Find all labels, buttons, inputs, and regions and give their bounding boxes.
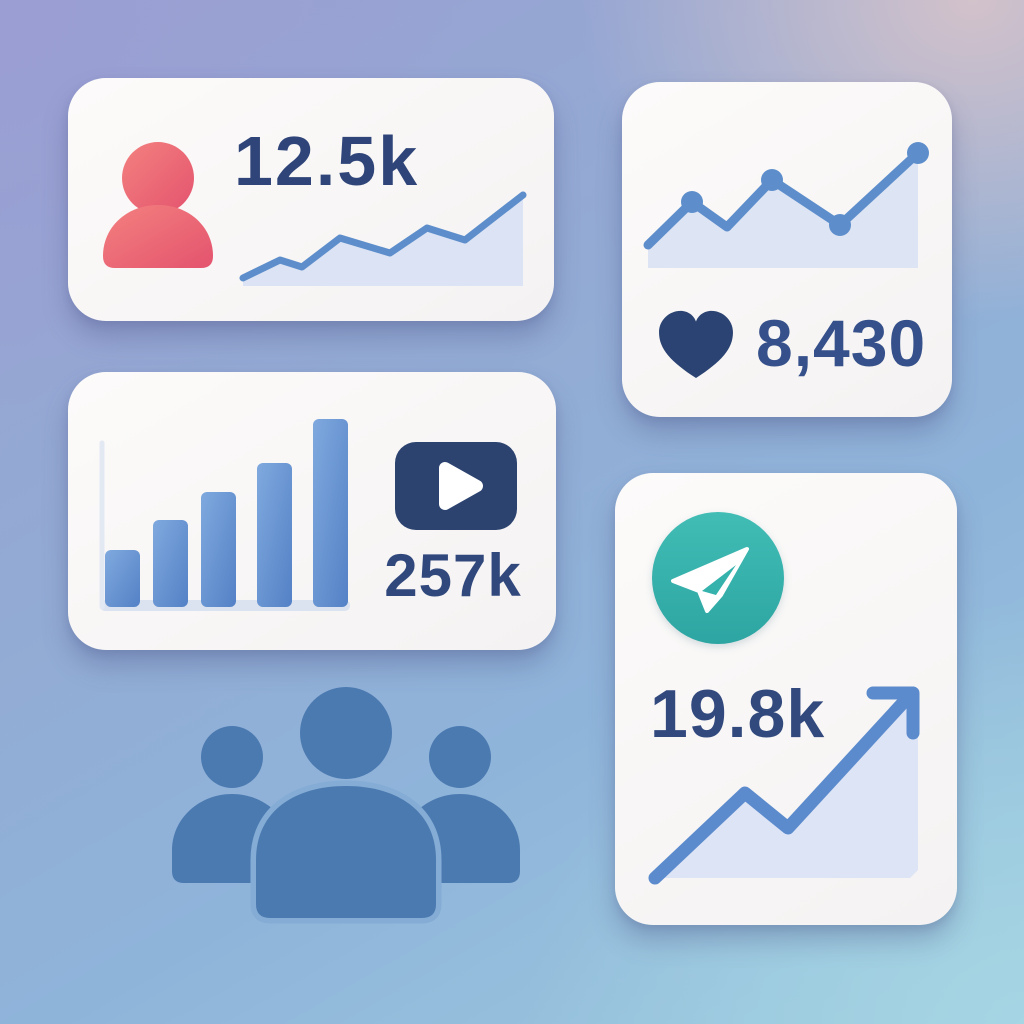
play-button-icon [395,442,517,530]
heart-icon [657,308,735,380]
paper-plane [671,547,749,613]
views-count: 257k [384,542,522,609]
user-icon-head [122,142,194,214]
user-icon [103,142,213,268]
likes-count: 8,430 [756,306,927,380]
likes-card: 8,430 [622,82,952,417]
left-person-head [201,726,263,788]
followers-sparkline [239,190,530,290]
right-person-head [429,726,491,788]
user-icon-body [103,205,213,268]
growth-count: 19.8k [650,676,826,752]
followers-card: 12.5k [68,78,554,321]
telegram-icon [652,512,784,644]
views-card: 257k [68,372,556,650]
play-triangle [439,462,483,510]
center-person-head [300,687,392,779]
likes-sparkline [643,140,935,275]
center-person-body [250,780,442,924]
people-group-icon [170,680,522,925]
views-bar-chart [95,410,355,615]
growth-arrow-chart [640,680,930,890]
followers-count: 12.5k [234,122,420,200]
growth-card: 19.8k [615,473,957,925]
